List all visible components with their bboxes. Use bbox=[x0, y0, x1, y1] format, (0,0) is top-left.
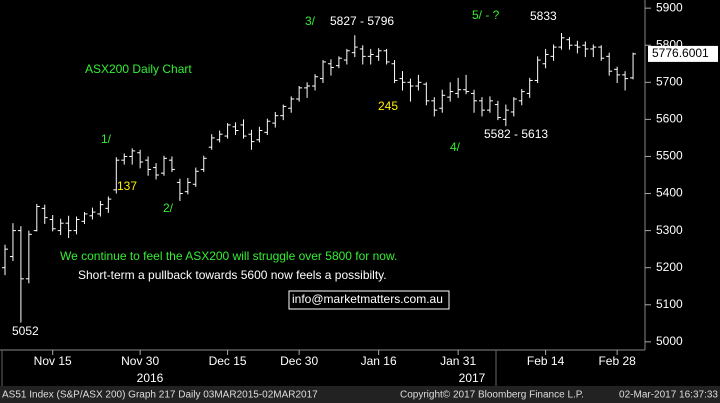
y-tick-label: 5400 bbox=[656, 186, 683, 200]
y-tick-label: 5600 bbox=[656, 112, 683, 126]
annotation: ASX200 Daily Chart bbox=[85, 62, 192, 76]
annotation: 5582 - 5613 bbox=[484, 127, 548, 141]
annotation: 3/ bbox=[305, 14, 316, 28]
year-label: 2017 bbox=[459, 371, 486, 385]
last-price-label: 5776.6001 bbox=[652, 46, 709, 60]
annotation: 5827 - 5796 bbox=[330, 14, 394, 28]
y-tick-label: 5700 bbox=[656, 74, 683, 88]
x-tick-label: Dec 15 bbox=[209, 354, 247, 368]
annotation: 5/ - ? bbox=[472, 8, 500, 22]
annotation: We continue to feel the ASX200 will stru… bbox=[60, 249, 397, 263]
y-tick-label: 5300 bbox=[656, 223, 683, 237]
footer-bar bbox=[0, 386, 720, 403]
y-tick-label: 5000 bbox=[656, 334, 683, 348]
footer: AS51 Index (S&P/ASX 200) Graph 217 Daily… bbox=[2, 390, 718, 401]
x-tick-label: Dec 30 bbox=[280, 354, 318, 368]
footer-text: Copyright© 2017 Bloomberg Finance L.P. bbox=[400, 390, 584, 401]
annotation: 1/ bbox=[101, 132, 112, 146]
x-tick-label: Nov 15 bbox=[34, 354, 72, 368]
footer-text: AS51 Index (S&P/ASX 200) Graph 217 Daily… bbox=[2, 390, 318, 401]
y-tick-label: 5900 bbox=[656, 0, 683, 14]
x-tick-label: Nov 30 bbox=[121, 354, 159, 368]
x-tick-label: Feb 14 bbox=[527, 354, 565, 368]
annotation: 2/ bbox=[163, 201, 174, 215]
year-label: 2016 bbox=[137, 371, 164, 385]
annotation: 245 bbox=[378, 99, 398, 113]
annotation: 4/ bbox=[450, 140, 461, 154]
last-price-box bbox=[648, 45, 718, 62]
trough-label: 5052 bbox=[12, 324, 39, 338]
y-tick-label: 5100 bbox=[656, 297, 683, 311]
y-tick-label: 5200 bbox=[656, 260, 683, 274]
peak-label: 5833 bbox=[530, 9, 557, 23]
x-tick-label: Jan 31 bbox=[440, 354, 476, 368]
footer-text: 02-Mar-2017 16:37:33 bbox=[619, 390, 718, 401]
email-box bbox=[288, 290, 450, 310]
x-tick-label: Feb 28 bbox=[598, 354, 636, 368]
annotation: info@marketmatters.com.au bbox=[292, 292, 443, 306]
y-tick-label: 5500 bbox=[656, 149, 683, 163]
annotation: 137 bbox=[117, 179, 137, 193]
annotation: Short-term a pullback towards 5600 now f… bbox=[78, 268, 387, 282]
x-tick-label: Jan 16 bbox=[361, 354, 397, 368]
